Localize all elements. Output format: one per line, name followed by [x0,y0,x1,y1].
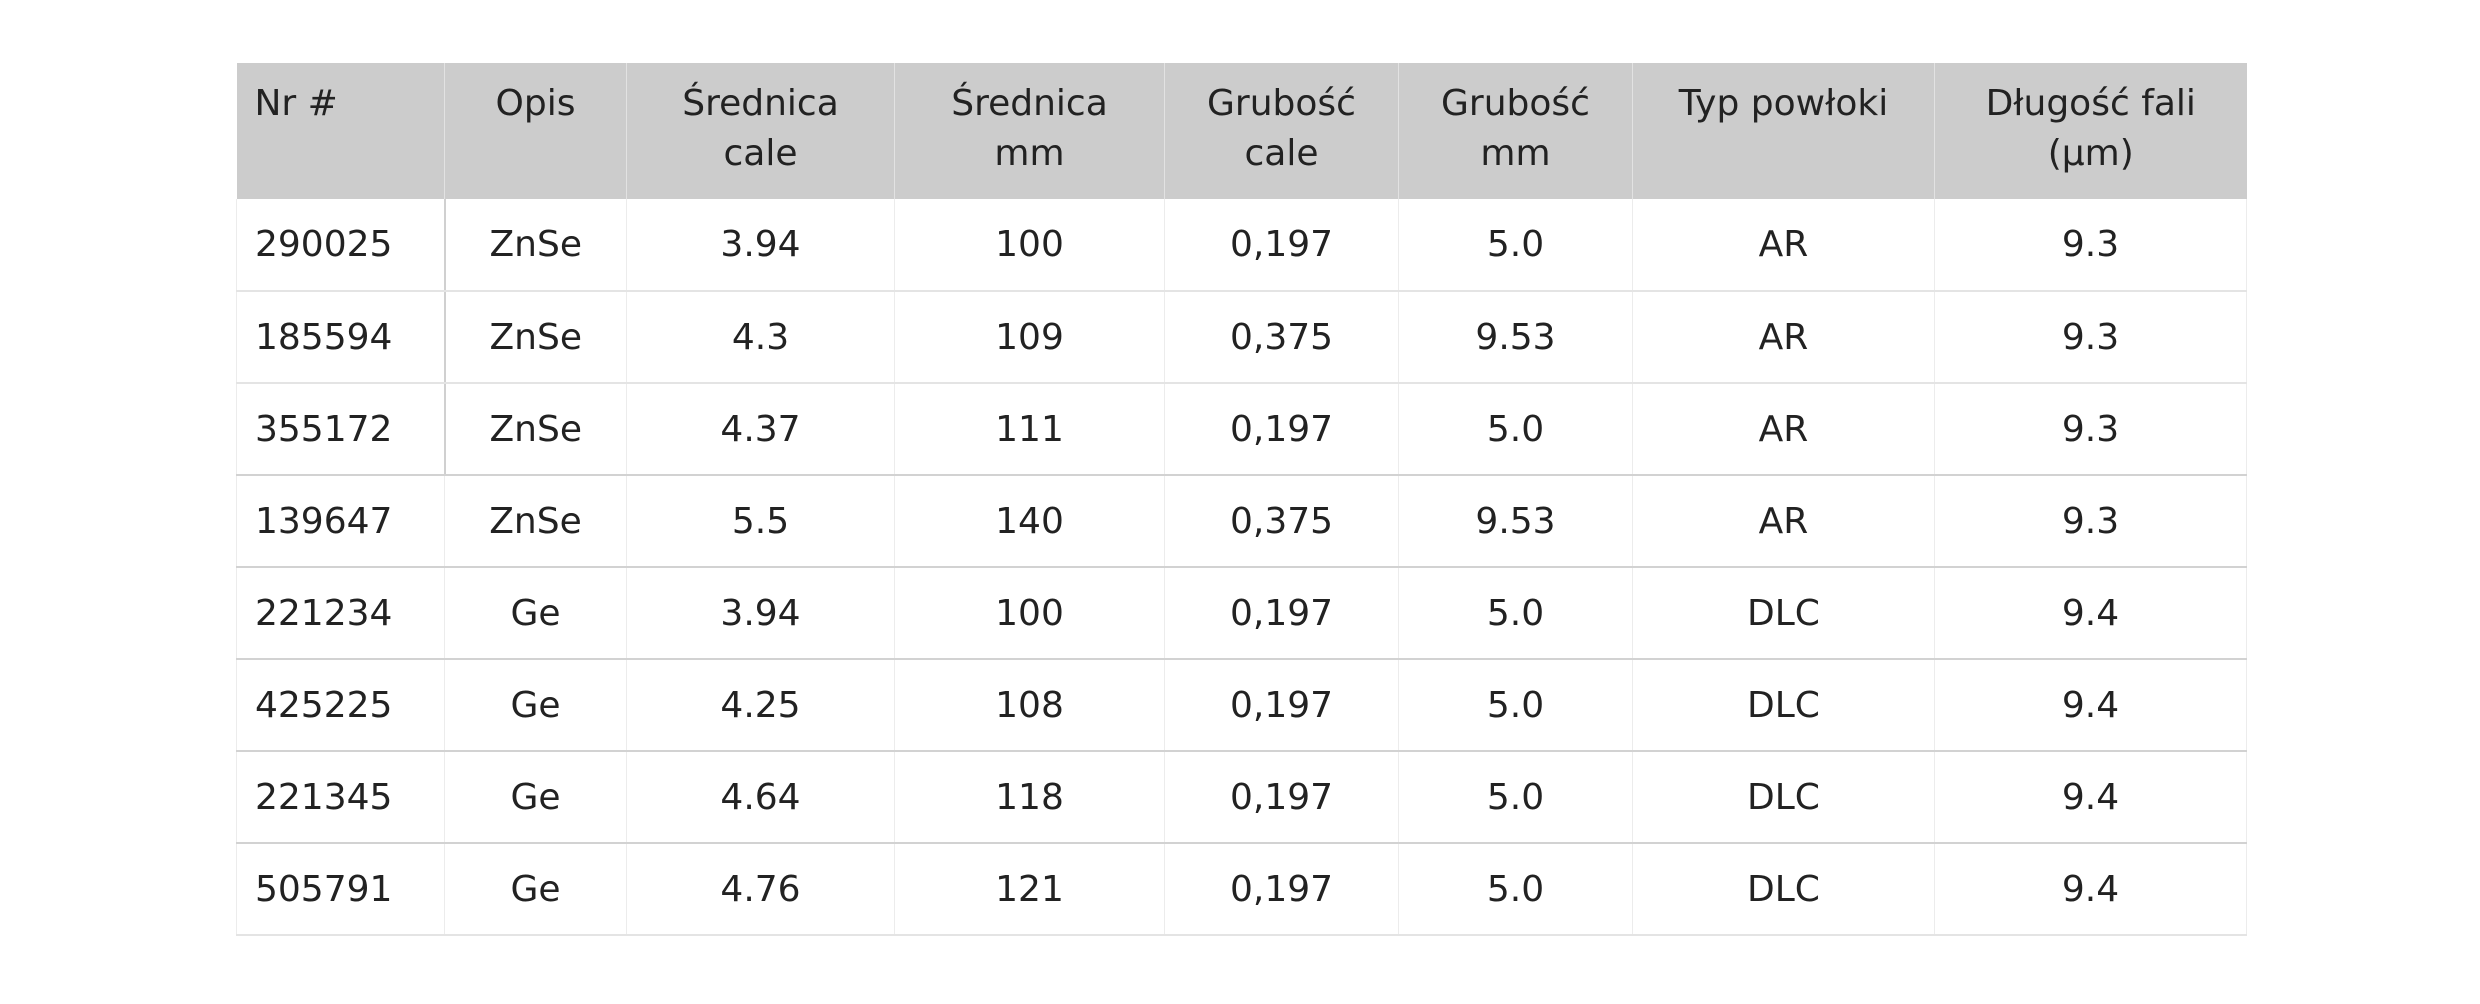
cell-srednica-cale: 4.3 [626,291,895,384]
cell-srednica-mm: 100 [894,567,1165,660]
cell-dlugosc-fali: 9.3 [1934,475,2247,568]
cell-srednica-cale: 4.76 [626,843,895,936]
header-typ-powloki: Typ powłoki [1632,63,1935,199]
cell-srednica-mm: 140 [894,475,1165,568]
cell-srednica-mm: 111 [894,383,1165,476]
cell-grubosc-mm: 5.0 [1398,659,1633,752]
cell-nr: 290025 [236,199,446,292]
cell-opis: Ge [444,843,627,936]
cell-grubosc-cale: 0,197 [1164,383,1399,476]
cell-srednica-mm: 118 [894,751,1165,844]
header-nr: Nr # [236,63,445,199]
cell-srednica-cale: 3.94 [626,567,895,660]
cell-dlugosc-fali: 9.4 [1934,567,2247,660]
cell-typ-powloki: DLC [1632,751,1935,844]
cell-grubosc-cale: 0,197 [1164,751,1399,844]
cell-dlugosc-fali: 9.4 [1934,751,2247,844]
cell-dlugosc-fali: 9.3 [1934,291,2247,384]
table-row: 185594 ZnSe 4.3 109 0,375 9.53 AR 9.3 [236,291,2247,384]
table-body: 290025 ZnSe 3.94 100 0,197 5.0 AR 9.3 18… [236,199,2247,936]
cell-srednica-mm: 100 [894,199,1165,292]
cell-grubosc-mm: 9.53 [1398,291,1633,384]
cell-grubosc-mm: 5.0 [1398,383,1633,476]
cell-dlugosc-fali: 9.3 [1934,199,2247,292]
cell-typ-powloki: AR [1632,199,1935,292]
cell-grubosc-cale: 0,375 [1164,291,1399,384]
header-dlugosc-fali: Długość fali (µm) [1934,63,2247,199]
cell-opis: ZnSe [444,383,627,476]
cell-typ-powloki: AR [1632,383,1935,476]
table-row: 221234 Ge 3.94 100 0,197 5.0 DLC 9.4 [236,567,2247,660]
cell-grubosc-mm: 5.0 [1398,567,1633,660]
spec-table-container: Nr # Opis Średnica cale Średnica mm Grub… [236,63,2247,936]
cell-typ-powloki: DLC [1632,659,1935,752]
cell-dlugosc-fali: 9.3 [1934,383,2247,476]
cell-grubosc-cale: 0,197 [1164,659,1399,752]
table-row: 505791 Ge 4.76 121 0,197 5.0 DLC 9.4 [236,843,2247,936]
cell-nr: 221234 [236,567,445,660]
table-row: 139647 ZnSe 5.5 140 0,375 9.53 AR 9.3 [236,475,2247,568]
cell-nr: 425225 [236,659,445,752]
cell-opis: ZnSe [444,475,627,568]
cell-grubosc-mm: 5.0 [1398,843,1633,936]
cell-grubosc-mm: 5.0 [1398,199,1633,292]
cell-srednica-cale: 3.94 [626,199,895,292]
cell-srednica-cale: 5.5 [626,475,895,568]
cell-nr: 505791 [236,843,445,936]
header-opis: Opis [444,63,627,199]
header-srednica-mm: Średnica mm [894,63,1165,199]
header-srednica-cale: Średnica cale [626,63,895,199]
cell-typ-powloki: DLC [1632,843,1935,936]
cell-nr: 355172 [236,383,446,476]
cell-nr: 221345 [236,751,445,844]
header-grubosc-mm: Grubość mm [1398,63,1633,199]
cell-grubosc-mm: 9.53 [1398,475,1633,568]
table-row: 290025 ZnSe 3.94 100 0,197 5.0 AR 9.3 [236,199,2247,292]
header-row: Nr # Opis Średnica cale Średnica mm Grub… [236,63,2247,199]
cell-opis: Ge [444,567,627,660]
table-header: Nr # Opis Średnica cale Średnica mm Grub… [236,63,2247,199]
cell-dlugosc-fali: 9.4 [1934,843,2247,936]
cell-typ-powloki: AR [1632,291,1935,384]
cell-srednica-mm: 108 [894,659,1165,752]
cell-srednica-cale: 4.37 [626,383,895,476]
table-row: 221345 Ge 4.64 118 0,197 5.0 DLC 9.4 [236,751,2247,844]
cell-opis: Ge [444,751,627,844]
cell-srednica-mm: 109 [894,291,1165,384]
cell-opis: ZnSe [444,291,627,384]
cell-srednica-cale: 4.64 [626,751,895,844]
header-grubosc-cale: Grubość cale [1164,63,1399,199]
cell-grubosc-cale: 0,197 [1164,567,1399,660]
cell-nr: 185594 [236,291,446,384]
cell-typ-powloki: DLC [1632,567,1935,660]
spec-table: Nr # Opis Średnica cale Średnica mm Grub… [236,63,2247,936]
cell-typ-powloki: AR [1632,475,1935,568]
cell-opis: ZnSe [444,199,627,292]
cell-dlugosc-fali: 9.4 [1934,659,2247,752]
cell-grubosc-cale: 0,197 [1164,843,1399,936]
cell-srednica-mm: 121 [894,843,1165,936]
cell-grubosc-cale: 0,197 [1164,199,1399,292]
cell-srednica-cale: 4.25 [626,659,895,752]
cell-nr: 139647 [236,475,445,568]
cell-grubosc-cale: 0,375 [1164,475,1399,568]
cell-opis: Ge [444,659,627,752]
cell-grubosc-mm: 5.0 [1398,751,1633,844]
table-row: 355172 ZnSe 4.37 111 0,197 5.0 AR 9.3 [236,383,2247,476]
table-row: 425225 Ge 4.25 108 0,197 5.0 DLC 9.4 [236,659,2247,752]
